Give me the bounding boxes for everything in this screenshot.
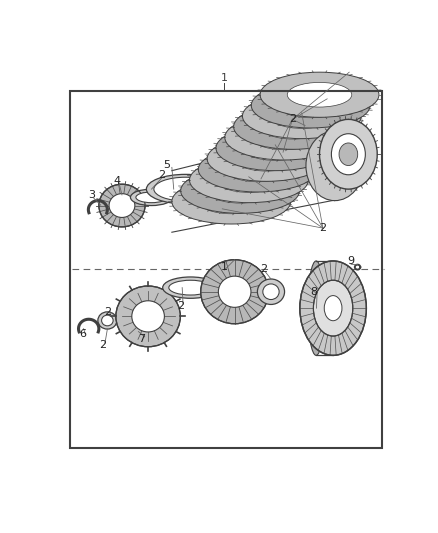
Text: 2: 2	[289, 115, 296, 124]
Ellipse shape	[314, 280, 353, 336]
Ellipse shape	[216, 126, 335, 171]
Ellipse shape	[181, 168, 300, 213]
Ellipse shape	[162, 277, 219, 298]
Ellipse shape	[131, 189, 173, 206]
Ellipse shape	[109, 193, 135, 217]
Ellipse shape	[190, 158, 308, 203]
Ellipse shape	[243, 136, 307, 160]
Text: 6: 6	[79, 329, 86, 339]
Text: 9: 9	[347, 256, 355, 266]
Ellipse shape	[136, 192, 167, 203]
Ellipse shape	[263, 284, 279, 300]
Ellipse shape	[169, 280, 212, 295]
Ellipse shape	[154, 177, 217, 201]
Ellipse shape	[308, 261, 325, 356]
Text: 4: 4	[113, 176, 120, 186]
Text: 7: 7	[138, 334, 145, 344]
Ellipse shape	[201, 260, 268, 324]
Text: 2: 2	[177, 301, 184, 311]
Text: 2: 2	[104, 307, 111, 317]
Ellipse shape	[319, 119, 377, 189]
Ellipse shape	[258, 279, 285, 304]
Ellipse shape	[132, 301, 164, 332]
Text: 2: 2	[319, 223, 326, 233]
Ellipse shape	[208, 179, 272, 203]
Ellipse shape	[233, 104, 353, 149]
Ellipse shape	[146, 174, 225, 204]
Ellipse shape	[98, 312, 117, 329]
Text: 3: 3	[88, 190, 95, 200]
Text: 2: 2	[260, 264, 267, 274]
Ellipse shape	[219, 276, 251, 308]
Text: 1: 1	[221, 74, 228, 83]
Ellipse shape	[270, 104, 334, 128]
Bar	[70, 91, 382, 448]
Ellipse shape	[198, 147, 317, 192]
Ellipse shape	[251, 83, 370, 128]
Ellipse shape	[279, 93, 343, 118]
Ellipse shape	[234, 147, 299, 171]
Ellipse shape	[339, 143, 358, 166]
Ellipse shape	[102, 315, 113, 326]
Text: 8: 8	[310, 287, 317, 297]
Ellipse shape	[332, 134, 365, 175]
Ellipse shape	[243, 93, 361, 139]
Text: 2: 2	[158, 170, 165, 180]
Ellipse shape	[261, 115, 325, 139]
Ellipse shape	[324, 296, 342, 321]
Ellipse shape	[207, 136, 326, 181]
Ellipse shape	[225, 115, 344, 160]
Ellipse shape	[172, 179, 291, 224]
Ellipse shape	[252, 125, 317, 150]
Ellipse shape	[306, 131, 364, 200]
Text: 2: 2	[99, 340, 106, 350]
Ellipse shape	[217, 168, 281, 192]
Ellipse shape	[260, 72, 379, 117]
Ellipse shape	[199, 189, 264, 214]
Ellipse shape	[99, 184, 145, 227]
Ellipse shape	[116, 286, 180, 347]
Ellipse shape	[287, 83, 352, 107]
Ellipse shape	[226, 157, 290, 182]
Text: 1: 1	[221, 262, 228, 272]
Text: 5: 5	[163, 159, 170, 169]
Ellipse shape	[300, 261, 366, 356]
